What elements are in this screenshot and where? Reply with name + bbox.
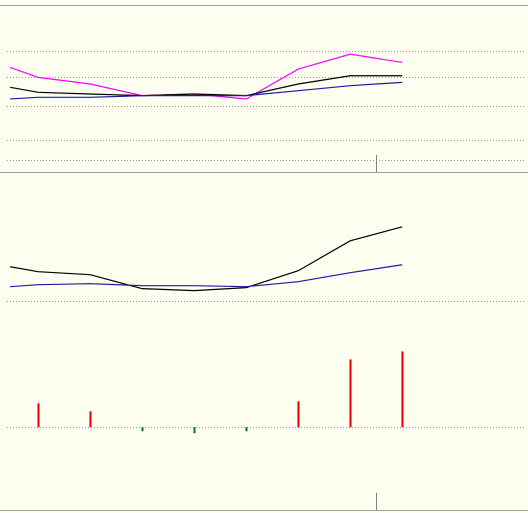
series-line [10, 75, 403, 97]
series-line [10, 226, 403, 292]
series-line [10, 264, 403, 288]
series-line [10, 81, 403, 100]
